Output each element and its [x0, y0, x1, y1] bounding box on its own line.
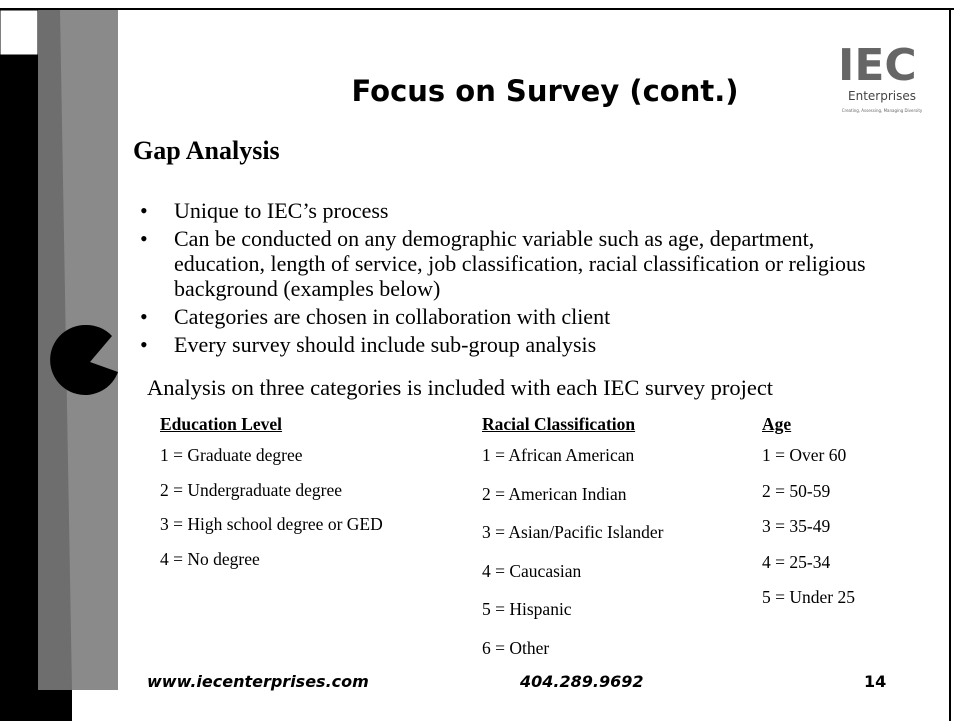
column-item: 3 = 35-49 — [762, 516, 831, 536]
column-item: 4 = No degree — [160, 548, 260, 569]
column-header: Racial Classification — [482, 414, 636, 434]
column-header: Education Level — [160, 414, 283, 434]
logo-mark: IEC — [838, 40, 917, 91]
phone: 404.289.9692 — [520, 672, 644, 691]
column: Age 1 = Over 60 2 = 50-59 3 = 35-49 4 = 25-3… — [762, 414, 855, 623]
column: Education Level 1 = Graduate degree 2 = Un… — [160, 414, 383, 583]
column-header: Age — [762, 414, 792, 434]
page-number: 14 — [864, 672, 887, 691]
column-item: 5 = Hispanic — [482, 599, 572, 619]
column-item: 3 = Asian/Pacific Islander — [482, 522, 664, 542]
bullet: Every survey should include sub-group an… — [140, 332, 890, 357]
logo-tagline: Creating, Assessing, Managing Diversity — [842, 108, 923, 113]
column-item: 5 = Under 25 — [762, 587, 855, 607]
intro: Analysis on three categories is included… — [147, 375, 774, 400]
bullet: Can be conducted on any demographic vari… — [140, 226, 890, 301]
logo-name: Enterprises — [848, 89, 916, 103]
logo: IEC Enterprises Creating, Assessing, Man… — [838, 26, 928, 118]
column: Racial Classification 1 = African America… — [482, 414, 663, 676]
column-item: 6 = Other — [482, 637, 550, 658]
column-item: 3 = High school degree or GED — [160, 514, 383, 534]
bullet: Categories are chosen in collaboration w… — [140, 304, 890, 329]
column-item: 1 = Over 60 — [762, 445, 847, 465]
column-item: 1 = African American — [482, 445, 635, 465]
column-item: 2 = American Indian — [482, 483, 627, 504]
slide-title: Focus on Survey (cont.) — [351, 74, 739, 108]
column-item: 4 = Caucasian — [482, 560, 582, 581]
column-item: 4 = 25-34 — [762, 551, 831, 572]
website: www.iecenterprises.com — [147, 672, 369, 691]
column-item: 1 = Graduate degree — [160, 445, 303, 465]
bullet-list: Unique to IEC’s process Can be conducted … — [140, 198, 890, 360]
heading: Gap Analysis — [133, 136, 280, 165]
bullet: Unique to IEC’s process — [140, 198, 890, 223]
column-item: 2 = 50-59 — [762, 480, 831, 501]
column-item: 2 = Undergraduate degree — [160, 479, 343, 500]
